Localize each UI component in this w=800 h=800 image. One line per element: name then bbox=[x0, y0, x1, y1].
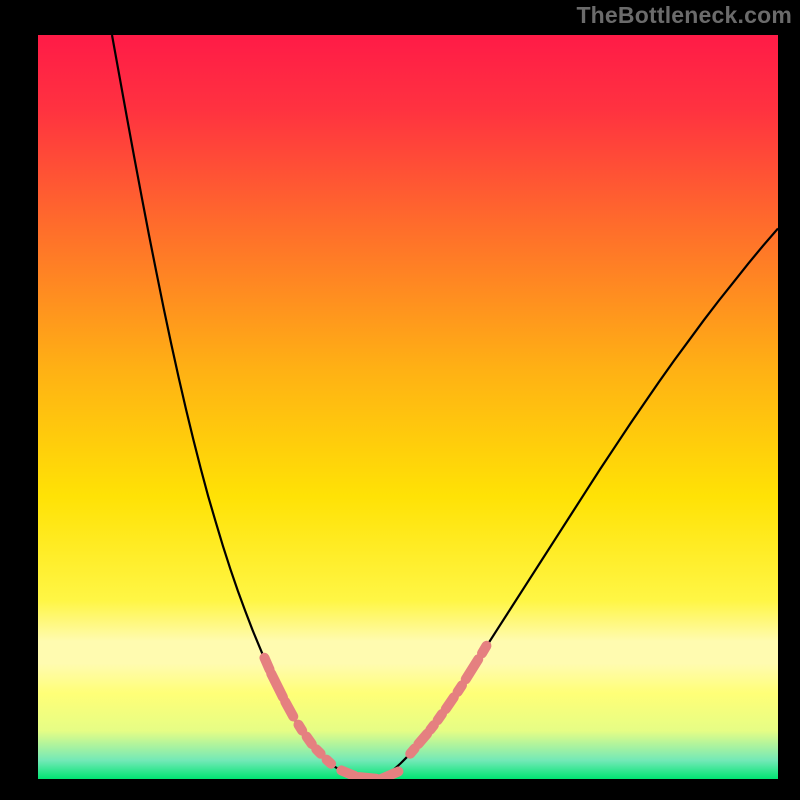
pink-seg-right-5 bbox=[458, 685, 462, 692]
pink-seg-bottom-2 bbox=[381, 772, 398, 779]
pink-seg-left-4 bbox=[307, 737, 312, 744]
pink-seg-right-4 bbox=[446, 697, 454, 709]
pink-seg-right-3 bbox=[438, 714, 442, 720]
pink-seg-right-1 bbox=[418, 734, 427, 744]
pink-seg-right-0 bbox=[410, 749, 414, 754]
pink-seg-bottom-0 bbox=[341, 770, 354, 776]
pink-seg-right-2 bbox=[430, 725, 434, 730]
pink-seg-left-6 bbox=[327, 760, 331, 764]
pink-seg-bottom-1 bbox=[359, 777, 376, 779]
chart-canvas: TheBottleneck.com bbox=[0, 0, 800, 800]
pink-seg-right-7 bbox=[482, 646, 486, 653]
watermark-text: TheBottleneck.com bbox=[576, 2, 792, 29]
pink-seg-left-5 bbox=[316, 749, 320, 753]
pink-seg-left-2 bbox=[285, 702, 293, 717]
pink-seg-left-0 bbox=[264, 658, 269, 670]
gradient-background bbox=[38, 35, 778, 779]
plot-area bbox=[38, 35, 778, 779]
pink-seg-left-3 bbox=[298, 725, 302, 731]
